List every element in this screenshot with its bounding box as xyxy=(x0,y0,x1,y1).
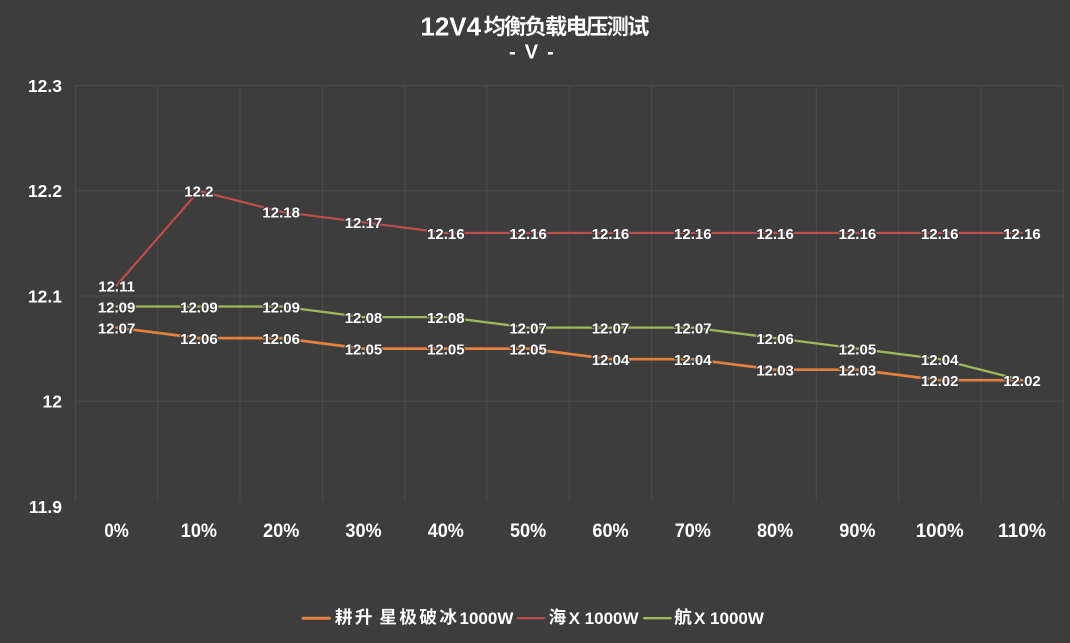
svg-text:12.16: 12.16 xyxy=(509,226,547,243)
svg-text:12.03: 12.03 xyxy=(839,363,877,380)
svg-text:12.08: 12.08 xyxy=(345,310,383,327)
svg-text:12.16: 12.16 xyxy=(427,226,465,243)
svg-text:12.05: 12.05 xyxy=(839,342,877,359)
svg-text:12.16: 12.16 xyxy=(921,226,959,243)
svg-text:12.03: 12.03 xyxy=(756,363,794,380)
svg-text:60%: 60% xyxy=(592,520,628,542)
svg-text:12.2: 12.2 xyxy=(28,181,62,201)
svg-text:12.16: 12.16 xyxy=(1003,226,1041,243)
svg-text:30%: 30% xyxy=(345,520,381,542)
svg-text:12.17: 12.17 xyxy=(345,215,383,232)
svg-text:11.9: 11.9 xyxy=(29,497,62,517)
svg-text:12.06: 12.06 xyxy=(756,331,794,348)
svg-text:X 1000W: X 1000W xyxy=(569,609,640,628)
svg-text:90%: 90% xyxy=(839,520,875,542)
svg-text:20%: 20% xyxy=(263,520,299,542)
svg-text:12.09: 12.09 xyxy=(180,299,218,316)
svg-text:12.11: 12.11 xyxy=(98,278,135,295)
svg-text:12.09: 12.09 xyxy=(262,299,300,316)
svg-text:12: 12 xyxy=(43,392,63,412)
svg-text:12.06: 12.06 xyxy=(180,331,218,348)
svg-text:80%: 80% xyxy=(757,520,793,542)
svg-text:12.16: 12.16 xyxy=(592,226,630,243)
svg-text:12.18: 12.18 xyxy=(262,205,300,222)
svg-text:12.3: 12.3 xyxy=(28,76,62,96)
svg-text:12.07: 12.07 xyxy=(509,321,547,338)
svg-text:12.05: 12.05 xyxy=(509,342,547,359)
svg-text:12.08: 12.08 xyxy=(427,310,465,327)
svg-text:12.06: 12.06 xyxy=(262,331,300,348)
svg-text:12.16: 12.16 xyxy=(839,226,877,243)
svg-text:12.07: 12.07 xyxy=(674,321,712,338)
svg-text:12.04: 12.04 xyxy=(921,352,959,369)
svg-text:0%: 0% xyxy=(104,520,128,542)
svg-text:12.07: 12.07 xyxy=(98,321,136,338)
svg-text:70%: 70% xyxy=(675,520,711,542)
svg-text:110%: 110% xyxy=(998,520,1046,542)
svg-text:10%: 10% xyxy=(181,520,217,542)
svg-text:40%: 40% xyxy=(428,520,464,542)
svg-text:100%: 100% xyxy=(916,520,964,542)
svg-text:12.04: 12.04 xyxy=(592,352,630,369)
svg-text:12.16: 12.16 xyxy=(756,226,794,243)
svg-text:12.02: 12.02 xyxy=(921,373,959,390)
svg-text:50%: 50% xyxy=(510,520,546,542)
svg-text:12.02: 12.02 xyxy=(1003,373,1041,390)
svg-text:X 1000W: X 1000W xyxy=(694,609,765,628)
svg-text:12.04: 12.04 xyxy=(674,352,712,369)
svg-text:12.2: 12.2 xyxy=(184,184,213,201)
svg-text:12.05: 12.05 xyxy=(427,342,465,359)
svg-text:12.05: 12.05 xyxy=(345,342,383,359)
svg-text:12.16: 12.16 xyxy=(674,226,712,243)
svg-text:12V4: 12V4 xyxy=(420,12,481,42)
svg-text:12.1: 12.1 xyxy=(28,286,62,306)
svg-text:- V -: - V - xyxy=(509,42,554,64)
svg-text:12.07: 12.07 xyxy=(592,321,630,338)
svg-text:1000W: 1000W xyxy=(460,609,515,628)
svg-text:12.09: 12.09 xyxy=(98,299,136,316)
